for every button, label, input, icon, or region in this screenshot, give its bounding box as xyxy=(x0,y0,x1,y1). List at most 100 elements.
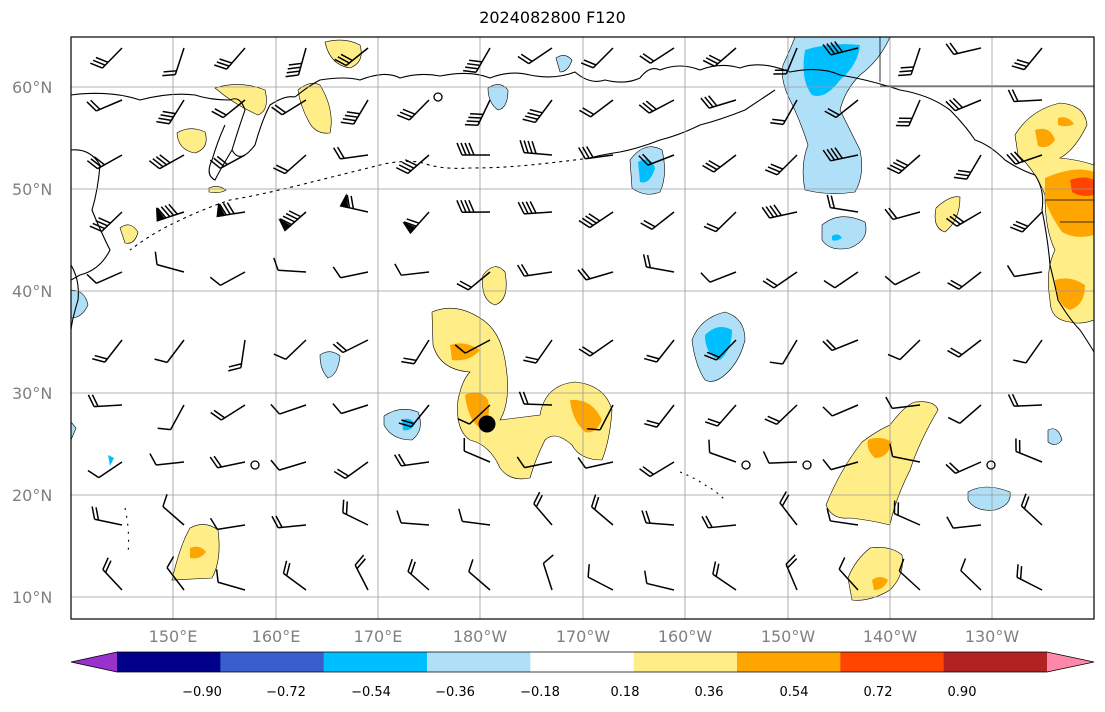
wind-barb xyxy=(86,271,123,285)
wind-barb xyxy=(456,199,491,213)
wind-barb xyxy=(886,154,921,175)
alaska-peninsula xyxy=(589,89,776,159)
wind-barb xyxy=(822,339,859,352)
wind-barb xyxy=(700,95,737,109)
wind-barb xyxy=(456,271,491,291)
wind-barb xyxy=(826,508,859,526)
wind-barb xyxy=(395,154,430,175)
wind-barb xyxy=(822,404,859,417)
wind-barb xyxy=(209,455,246,469)
wind-barb xyxy=(1006,151,1043,165)
wind-barb xyxy=(334,47,369,67)
wind-barb xyxy=(215,569,246,591)
strong-negative-region xyxy=(108,455,114,466)
lon-label: 170°W xyxy=(556,627,611,646)
wind-barb xyxy=(463,47,491,74)
wind-barb xyxy=(273,154,307,175)
aleutian-islands xyxy=(129,157,591,251)
wind-barb xyxy=(898,47,921,77)
wind-barb xyxy=(960,558,982,591)
wind-barb xyxy=(884,271,921,286)
strong-negative-region xyxy=(638,159,655,183)
wind-barb xyxy=(1020,493,1043,526)
wind-barb xyxy=(102,557,123,591)
wind-barb xyxy=(1011,47,1043,71)
wind-barb xyxy=(282,560,307,591)
wind-barb xyxy=(703,211,737,233)
asia-coastline xyxy=(71,92,296,157)
calm-circle xyxy=(741,460,751,470)
wind-barb xyxy=(945,42,982,56)
wind-barb xyxy=(770,99,798,126)
colorbar-tick-label: −0.90 xyxy=(182,685,222,700)
wind-barb xyxy=(463,438,491,463)
map-frame xyxy=(70,36,1095,620)
lat-label: 10°N xyxy=(12,588,52,607)
wind-barb xyxy=(769,339,798,365)
wind-barb xyxy=(156,99,185,125)
negative-anomaly-region xyxy=(1047,428,1063,445)
wind-barb xyxy=(398,404,430,428)
wind-barb xyxy=(340,99,369,125)
asia-mainland-coast xyxy=(71,264,79,331)
wind-barb xyxy=(638,153,675,166)
wind-barb xyxy=(270,403,307,415)
lat-label: 30°N xyxy=(12,384,52,403)
wind-barb xyxy=(580,47,614,69)
wind-barb xyxy=(1013,339,1043,364)
colorbar-extend-low xyxy=(71,652,117,672)
lon-label: 180°W xyxy=(453,627,508,646)
lon-label: 140°W xyxy=(863,627,918,646)
colorbar-tick-label: −0.18 xyxy=(520,685,560,700)
wind-barb xyxy=(394,263,430,276)
wind-barb xyxy=(155,203,185,222)
positive-anomaly-region xyxy=(119,224,139,244)
lat-label: 60°N xyxy=(12,78,52,97)
colorbar-segment xyxy=(530,652,635,672)
wind-barb xyxy=(209,517,246,531)
wind-barb xyxy=(271,515,307,529)
wind-barb xyxy=(457,404,491,425)
wind-barb xyxy=(639,461,675,478)
wind-barb xyxy=(946,516,982,529)
wind-barb xyxy=(822,41,859,56)
wind-barb xyxy=(518,391,553,406)
wind-barb xyxy=(1006,265,1043,278)
wind-barb xyxy=(339,193,369,213)
map-area xyxy=(71,37,1094,619)
wind-barb xyxy=(92,339,123,363)
wind-barb xyxy=(401,339,430,365)
lon-label: 150°W xyxy=(761,627,816,646)
wind-barb xyxy=(523,339,553,364)
colorbar-tick-label: −0.72 xyxy=(266,685,306,700)
colorbar-extend-high xyxy=(1047,652,1094,672)
wind-barb xyxy=(285,47,307,78)
colorbar-segment xyxy=(220,652,325,672)
colorbar-tick-label: 0.90 xyxy=(948,685,977,700)
negative-anomaly-region xyxy=(71,421,77,441)
colorbar-tick-label: 0.36 xyxy=(695,685,724,700)
wind-barb xyxy=(1015,438,1043,463)
wind-barb xyxy=(898,558,921,591)
wind-barb xyxy=(764,154,798,176)
strong-positive-region xyxy=(872,577,888,590)
wind-barb xyxy=(278,210,307,232)
wind-barb xyxy=(516,263,553,277)
wind-barb xyxy=(779,491,798,526)
strong-positive-region xyxy=(1058,117,1074,127)
wind-barb xyxy=(643,339,675,363)
wind-barb xyxy=(407,558,430,591)
wind-barb xyxy=(578,339,614,357)
wind-barb xyxy=(533,491,553,526)
wind-barb xyxy=(773,47,798,75)
wind-barb xyxy=(1007,89,1043,103)
wind-barb xyxy=(577,457,614,469)
wind-barb xyxy=(458,508,491,526)
negative-anomaly-region xyxy=(821,216,867,250)
colorbar-segment xyxy=(633,652,738,672)
wind-barb xyxy=(154,339,185,364)
wind-barb xyxy=(700,271,737,283)
strong-positive-region xyxy=(570,399,602,433)
wind-barb xyxy=(947,271,982,290)
gridlines xyxy=(71,37,1094,619)
